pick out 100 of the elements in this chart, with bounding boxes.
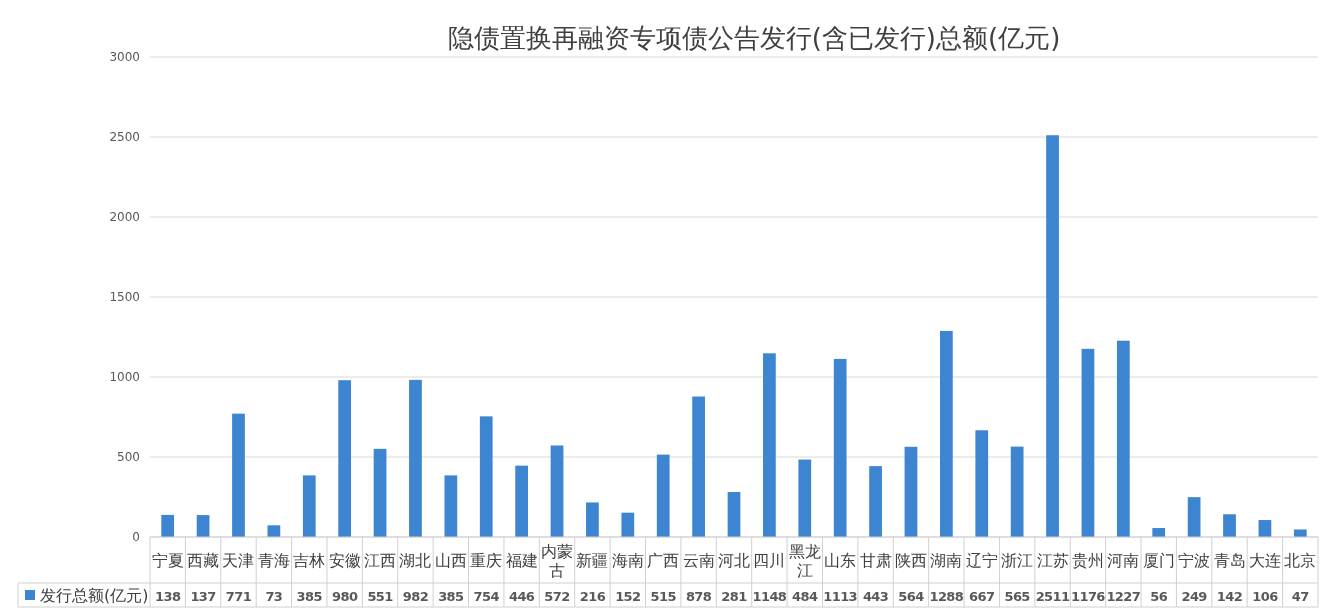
bar <box>869 466 882 537</box>
data-label: 137 <box>190 589 217 604</box>
x-tick-label: 厦门 <box>1142 551 1175 570</box>
y-tick-label: 0 <box>132 530 140 544</box>
bar <box>1187 497 1201 537</box>
data-label: 385 <box>438 589 465 604</box>
y-tick-label: 2000 <box>109 210 140 224</box>
x-tick-label: 西藏 <box>187 551 220 570</box>
data-label: 982 <box>402 589 429 604</box>
bar <box>586 502 599 537</box>
x-tick-label: 浙江 <box>1001 551 1034 570</box>
bar <box>939 330 953 537</box>
bar <box>515 465 529 537</box>
bar <box>161 514 175 537</box>
bar <box>1152 528 1166 537</box>
x-tick-label: 大连 <box>1248 551 1281 570</box>
data-label: 56 <box>1150 589 1168 604</box>
data-label: 385 <box>296 589 323 604</box>
x-tick-label: 宁夏 <box>151 551 184 570</box>
x-tick-label: 贵州 <box>1071 551 1104 570</box>
data-label: 249 <box>1181 589 1208 604</box>
data-label: 564 <box>898 589 925 604</box>
bar <box>444 475 458 537</box>
chart-title: 隐债置换再融资专项债公告发行(含已发行)总额(亿元) <box>447 23 1061 53</box>
x-tick-label: 海南 <box>611 551 644 570</box>
bar <box>975 430 989 537</box>
x-tick-label: 江苏 <box>1036 551 1069 570</box>
x-tick-label: 天津 <box>222 551 255 570</box>
x-tick-label: 青海 <box>257 551 290 570</box>
bar <box>692 396 705 537</box>
x-tick-label: 内蒙古 <box>541 542 574 580</box>
data-label: 106 <box>1252 589 1279 604</box>
bar <box>232 413 245 537</box>
x-tick-label: 山东 <box>824 551 857 570</box>
bar <box>798 459 812 537</box>
bar <box>621 512 635 537</box>
bar <box>1010 446 1024 537</box>
bar <box>1223 514 1236 537</box>
x-tick-label: 北京 <box>1284 551 1317 570</box>
x-tick-label: 辽宁 <box>965 551 998 570</box>
y-tick-label: 2500 <box>109 130 140 144</box>
data-label: 1148 <box>752 589 787 604</box>
x-tick-label: 山西 <box>434 551 467 570</box>
data-label: 138 <box>155 589 181 604</box>
x-tick-label: 河北 <box>718 551 750 570</box>
bar <box>727 492 741 537</box>
data-label: 771 <box>225 589 252 604</box>
x-tick-label: 重庆 <box>470 551 503 570</box>
x-tick-label: 河南 <box>1107 551 1140 570</box>
data-label: 572 <box>544 589 570 604</box>
bar <box>409 379 422 537</box>
bar <box>302 475 316 537</box>
data-label: 551 <box>367 589 394 604</box>
bar <box>1081 348 1095 537</box>
bar <box>373 448 387 537</box>
data-label: 515 <box>650 589 677 604</box>
x-tick-label: 甘肃 <box>859 551 892 570</box>
data-label: 47 <box>1291 589 1310 604</box>
x-tick-label: 宁波 <box>1178 551 1211 570</box>
data-label: 754 <box>473 589 500 604</box>
data-label: 1113 <box>823 589 858 604</box>
y-tick-label: 500 <box>117 450 140 464</box>
bar <box>833 358 847 537</box>
x-tick-label: 湖南 <box>930 551 963 570</box>
bar <box>196 515 210 537</box>
bar <box>1046 135 1059 537</box>
bar <box>1293 529 1307 537</box>
data-label: 1288 <box>929 589 964 604</box>
x-tick-label: 云南 <box>682 551 715 570</box>
data-label: 484 <box>792 589 819 604</box>
x-tick-label: 新疆 <box>576 551 609 570</box>
data-label: 142 <box>1216 589 1243 604</box>
data-label: 443 <box>862 589 889 604</box>
x-tick-label: 广西 <box>647 551 680 570</box>
x-tick-label: 四川 <box>753 551 786 570</box>
data-label: 2511 <box>1035 589 1070 604</box>
y-tick-label: 1000 <box>109 370 140 384</box>
x-tick-label: 青岛 <box>1213 551 1246 570</box>
legend-label: 发行总额(亿元) <box>40 586 149 605</box>
data-label: 667 <box>969 589 995 604</box>
data-label: 73 <box>265 589 283 604</box>
y-tick-label: 1500 <box>109 290 140 304</box>
data-label: 216 <box>579 589 606 604</box>
bar <box>550 445 564 537</box>
x-tick-label: 吉林 <box>293 551 326 570</box>
bar <box>479 416 493 537</box>
x-tick-label: 安徽 <box>328 551 361 570</box>
data-label: 1227 <box>1106 589 1141 604</box>
data-label: 1176 <box>1071 589 1106 604</box>
bar <box>904 446 918 537</box>
bar <box>763 353 776 537</box>
x-tick-label: 湖北 <box>399 551 432 570</box>
x-tick-label: 陕西 <box>894 551 927 570</box>
data-label: 281 <box>721 589 748 604</box>
x-tick-label: 江西 <box>364 551 397 570</box>
bar <box>338 380 352 537</box>
data-label: 878 <box>685 589 712 604</box>
data-label: 980 <box>331 589 358 604</box>
data-label: 565 <box>1004 589 1031 604</box>
x-tick-label: 福建 <box>505 551 538 570</box>
